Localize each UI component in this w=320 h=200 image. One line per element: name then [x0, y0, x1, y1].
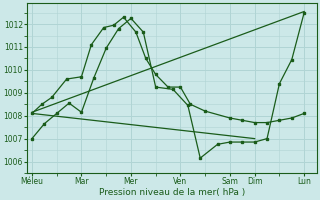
X-axis label: Pression niveau de la mer( hPa ): Pression niveau de la mer( hPa ) [99, 188, 245, 197]
